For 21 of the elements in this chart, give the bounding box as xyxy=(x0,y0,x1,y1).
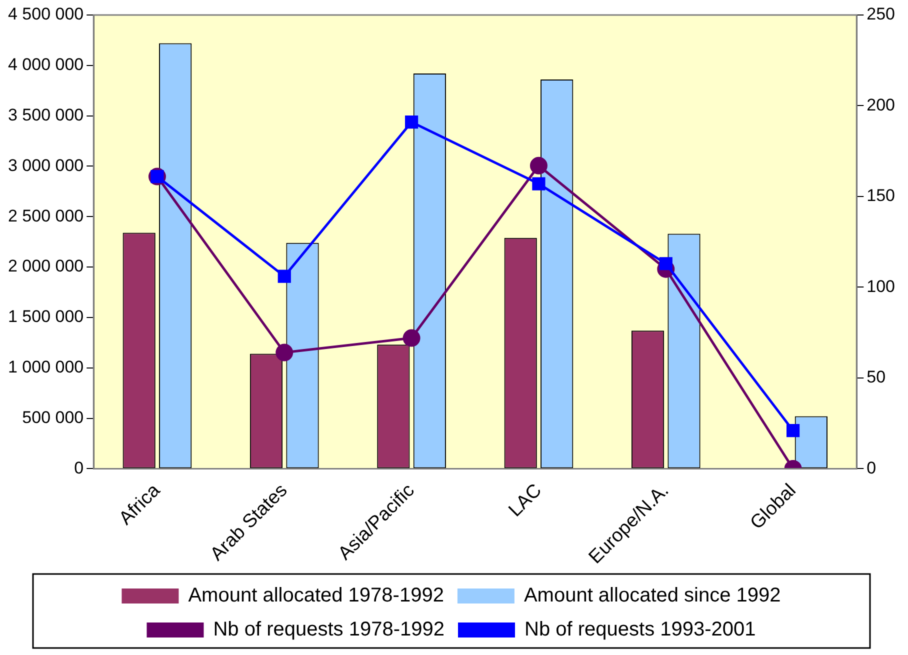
legend-label: Amount allocated 1978-1992 xyxy=(188,584,444,607)
y-tick-label: 0 xyxy=(74,458,84,478)
y2-tick-label: 50 xyxy=(866,368,886,387)
y-tick-label: 1 000 000 xyxy=(8,358,84,377)
y-tick-label: 3 500 000 xyxy=(8,106,84,125)
legend-label: Nb of requests 1978-1992 xyxy=(213,618,445,641)
y-tick-label: 4 500 000 xyxy=(8,4,84,24)
y2-tick-label: 200 xyxy=(866,95,896,114)
legend-label: Amount allocated since 1992 xyxy=(524,584,781,607)
y-tick-label: 1 500 000 xyxy=(8,307,84,326)
y2-tick-label: 250 xyxy=(866,4,896,24)
y2-tick-label: 150 xyxy=(866,186,896,206)
x-tick-label: LAC xyxy=(504,480,546,522)
legend-label: Nb of requests 1993-2001 xyxy=(524,618,756,641)
y2-tick-label: 100 xyxy=(866,276,896,296)
y-tick-label: 2 500 000 xyxy=(8,206,84,226)
y-tick-label: 500 000 xyxy=(22,408,84,427)
y-tick-label: 4 000 000 xyxy=(8,55,84,74)
y-tick-label: 2 000 000 xyxy=(8,256,84,276)
y2-tick-label: 0 xyxy=(866,458,876,478)
y-tick-label: 3 000 000 xyxy=(8,156,84,175)
